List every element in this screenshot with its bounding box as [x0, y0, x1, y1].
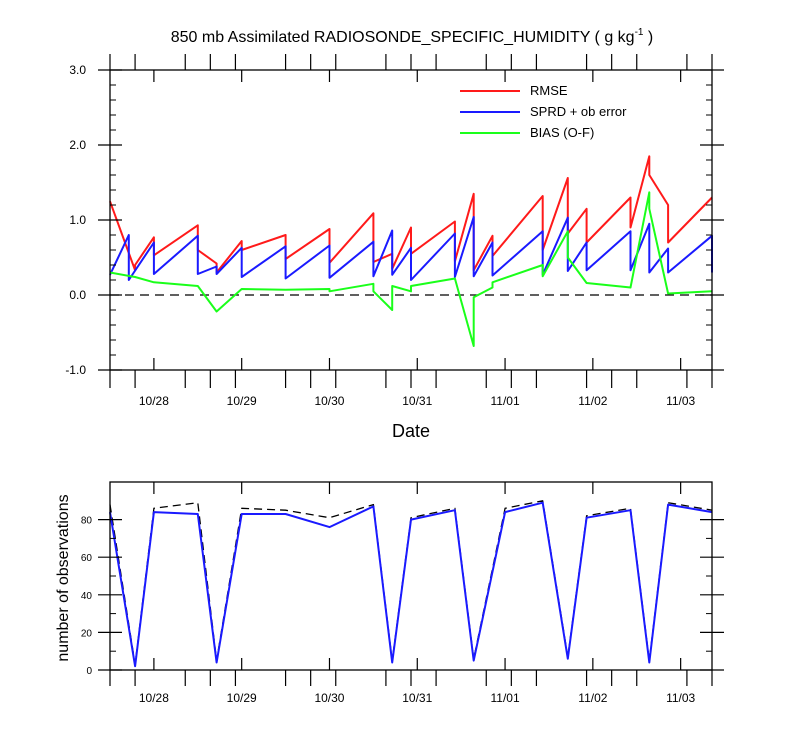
legend-label-sprd-ob-error: SPRD + ob error — [530, 104, 627, 119]
top-y-tick-label: 0.0 — [69, 288, 86, 302]
bottom-x-tick-label: 11/02 — [578, 691, 607, 705]
bottom-axis-ticks: 10/28 10/29 10/30 10/31 11/01 11/02 11/03 0 20 40… — [81, 482, 724, 705]
bottom-x-tick-label: 10/30 — [314, 691, 344, 705]
top-x-tick-label: 11/03 — [666, 394, 695, 408]
top-series-group — [109, 155, 713, 347]
top-x-tick-label: 11/02 — [578, 394, 607, 408]
bottom-y-tick-label: 40 — [81, 591, 93, 602]
bottom-x-tick-label: 10/29 — [227, 691, 257, 705]
legend: RMSE SPRD + ob error BIAS (O-F) — [460, 83, 627, 140]
bottom-y-tick-label: 0 — [86, 666, 92, 677]
top-x-tick-label: 10/28 — [139, 394, 169, 408]
legend-label-rmse: RMSE — [530, 83, 568, 98]
chart-title-exponent: -1 — [635, 27, 644, 38]
top-x-tick-label: 10/31 — [402, 394, 432, 408]
bottom-x-tick-label: 10/28 — [139, 691, 169, 705]
bottom-y-tick-label: 60 — [81, 553, 93, 564]
top-x-tick-label: 10/29 — [227, 394, 257, 408]
top-y-tick-label: 3.0 — [69, 63, 86, 77]
bottom-x-tick-label: 11/01 — [490, 691, 519, 705]
chart-title-close: ) — [643, 29, 653, 46]
bottom-y-tick-label: 80 — [81, 516, 93, 527]
top-y-tick-label: 2.0 — [69, 138, 86, 152]
top-x-tick-label: 10/30 — [314, 394, 344, 408]
chart-title: 850 mb Assimilated RADIOSONDE_SPECIFIC_H… — [171, 27, 654, 46]
series-rmse — [109, 155, 713, 274]
bottom-x-tick-label: 10/31 — [402, 691, 432, 705]
bottom-x-tick-label: 11/03 — [666, 691, 695, 705]
series-possible — [109, 500, 713, 666]
top-y-tick-label: 1.0 — [69, 213, 86, 227]
series-sprd-ob-error — [109, 216, 713, 281]
bottom-series-group — [109, 500, 713, 668]
y-axis-label-observations: number of observations — [55, 494, 72, 661]
x-axis-label: Date — [392, 421, 430, 441]
bottom-panel: 10/28 10/29 10/30 10/31 11/01 11/02 11/03 0 20 40… — [55, 481, 724, 705]
bottom-y-tick-label: 20 — [81, 628, 93, 639]
series-bias-o-f — [109, 191, 713, 347]
top-panel: 10/28 10/29 10/30 10/31 11/01 11/02 11/03 -1.0 0… — [65, 54, 724, 441]
top-y-tick-label: -1.0 — [65, 363, 86, 377]
top-axis-ticks: 10/28 10/29 10/30 10/31 11/01 11/02 11/03 -1.0 0… — [65, 54, 724, 408]
chart-title-main: 850 mb Assimilated RADIOSONDE_SPECIFIC_H… — [171, 29, 635, 46]
legend-label-bias-o-f: BIAS (O-F) — [530, 125, 594, 140]
series-used — [109, 501, 713, 668]
top-x-tick-label: 11/01 — [490, 394, 519, 408]
